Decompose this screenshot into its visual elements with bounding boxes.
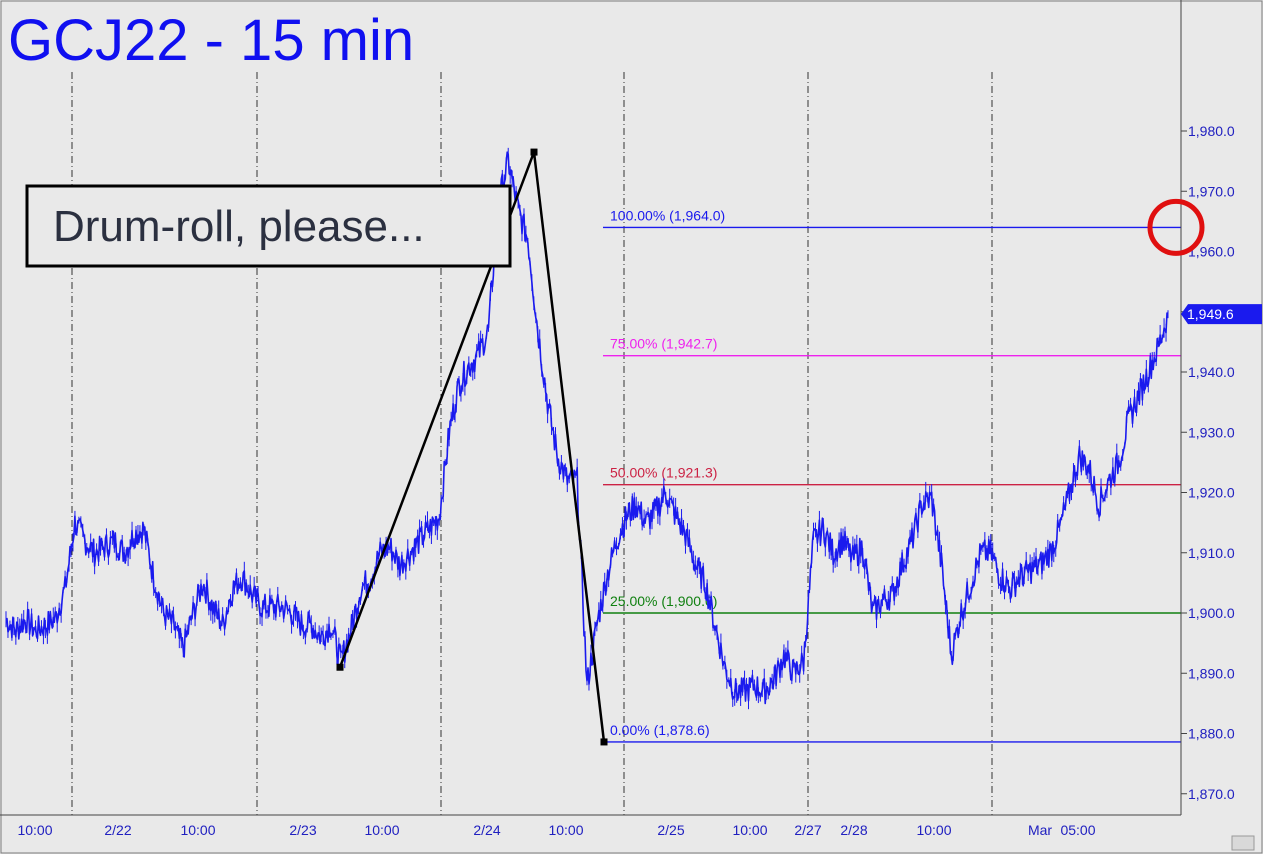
y-tick-label: 1,880.0	[1188, 726, 1235, 742]
pivot-point-B	[530, 148, 538, 156]
x-tick-label: 2/25	[657, 822, 684, 838]
fib-label: 25.00% (1,900.0)	[610, 593, 717, 609]
scroll-right-button[interactable]	[1231, 835, 1255, 851]
x-tick-label: 2/22	[104, 822, 131, 838]
y-tick-label: 1,890.0	[1188, 665, 1235, 681]
y-tick-label: 1,910.0	[1188, 545, 1235, 561]
y-tick-label: 1,960.0	[1188, 244, 1235, 260]
y-tick-label: 1,920.0	[1188, 485, 1235, 501]
chart-title: GCJ22 - 15 min	[8, 8, 414, 73]
fib-label: 50.00% (1,921.3)	[610, 465, 717, 481]
pivot-point-C	[600, 738, 608, 746]
pivot-point-A	[336, 663, 344, 671]
x-tick-label: 10:00	[17, 822, 52, 838]
target-circle-marker	[1147, 198, 1205, 256]
fibonacci-levels: 100.00% (1,964.0) 75.00% (1,942.7) 50.00% …	[603, 207, 1181, 743]
x-axis: 10:00 2/22 10:00 2/23 10:00 2/24 10:00 2/25 10:0…	[17, 822, 1095, 838]
x-tick-label: 10:00	[180, 822, 215, 838]
x-tick-label: 10:00	[548, 822, 583, 838]
y-tick-label: 1,970.0	[1188, 183, 1235, 199]
x-tick-label: 10:00	[364, 822, 399, 838]
y-tick-label: 1,900.0	[1188, 605, 1235, 621]
y-tick-label: 1,980.0	[1188, 123, 1235, 139]
x-tick-label: 2/28	[840, 822, 867, 838]
x-tick-label: 2/24	[473, 822, 500, 838]
x-tick-label: 2/27	[794, 822, 821, 838]
x-tick-label: 10:00	[732, 822, 767, 838]
y-tick-label: 1,870.0	[1188, 786, 1235, 802]
current-price-tag: 1,949.6	[1181, 304, 1262, 325]
abc-pattern	[336, 148, 608, 746]
current-price-tag-label: 1,949.6	[1187, 306, 1234, 322]
price-series	[5, 147, 1169, 710]
x-tick-label: 2/23	[289, 822, 316, 838]
fib-label: 100.00% (1,964.0)	[610, 207, 725, 223]
annotation-box	[25, 184, 512, 268]
x-tick-label: 10:00	[916, 822, 951, 838]
y-tick-label: 1,940.0	[1188, 364, 1235, 380]
x-tick-label: Mar	[1028, 822, 1052, 838]
session-divider-lines	[71, 72, 993, 815]
y-tick-label: 1,930.0	[1188, 424, 1235, 440]
current-price-tag-background	[1181, 304, 1262, 325]
fib-label: 75.00% (1,942.7)	[610, 336, 717, 352]
fib-label: 0.00% (1,878.6)	[610, 722, 710, 738]
x-tick-label: 05:00	[1060, 822, 1095, 838]
annotation-text: Drum-roll, please...	[53, 202, 425, 251]
